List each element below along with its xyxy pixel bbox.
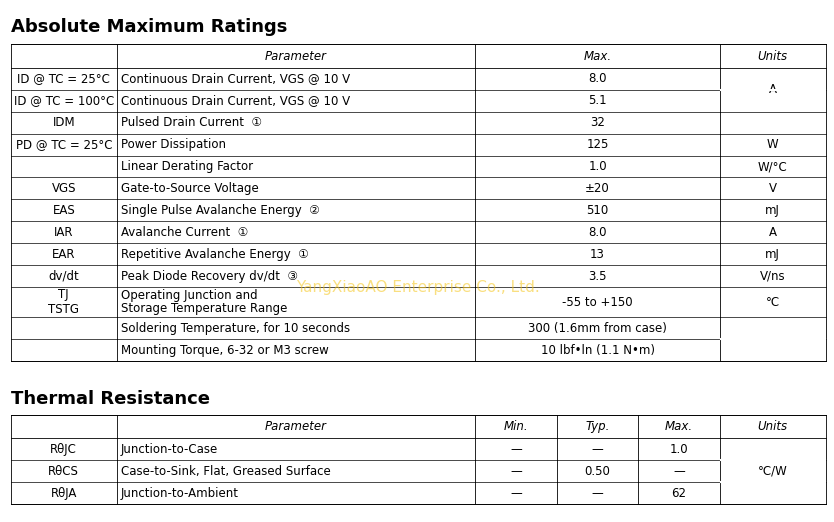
Text: Thermal Resistance: Thermal Resistance xyxy=(11,390,210,408)
Text: TJ
TSTG: TJ TSTG xyxy=(48,288,79,316)
Text: 1.0: 1.0 xyxy=(588,160,607,173)
Text: 300 (1.6mm from case): 300 (1.6mm from case) xyxy=(528,322,667,335)
Text: EAS: EAS xyxy=(53,204,75,217)
Text: —: — xyxy=(510,487,522,500)
Text: Pulsed Drain Current  ①: Pulsed Drain Current ① xyxy=(121,116,262,129)
Text: RθJA: RθJA xyxy=(51,487,77,500)
Text: 62: 62 xyxy=(671,487,686,500)
Text: Mounting Torque, 6-32 or M3 screw: Mounting Torque, 6-32 or M3 screw xyxy=(121,344,329,357)
Text: ID @ TC = 100°C: ID @ TC = 100°C xyxy=(13,94,114,107)
Text: W/°C: W/°C xyxy=(758,160,787,173)
Text: Parameter: Parameter xyxy=(265,420,327,433)
Text: Continuous Drain Current, VGS @ 10 V: Continuous Drain Current, VGS @ 10 V xyxy=(121,73,350,85)
Text: °C: °C xyxy=(766,296,780,309)
Text: —: — xyxy=(591,443,603,456)
Text: °C/W: °C/W xyxy=(758,465,787,478)
Text: Operating Junction and: Operating Junction and xyxy=(121,290,258,302)
Text: Parameter: Parameter xyxy=(265,50,327,63)
Text: IDM: IDM xyxy=(53,116,75,129)
Text: RθJC: RθJC xyxy=(50,443,78,456)
Text: —: — xyxy=(591,487,603,500)
Text: Repetitive Avalanche Energy  ①: Repetitive Avalanche Energy ① xyxy=(121,248,309,260)
Text: ID @ TC = 25°C: ID @ TC = 25°C xyxy=(18,73,110,85)
Text: V/ns: V/ns xyxy=(760,270,786,282)
Text: Junction-to-Ambient: Junction-to-Ambient xyxy=(121,487,239,500)
Text: Power Dissipation: Power Dissipation xyxy=(121,138,226,151)
Text: 32: 32 xyxy=(590,116,605,129)
Text: 10 lbf•ln (1.1 N•m): 10 lbf•ln (1.1 N•m) xyxy=(540,344,655,357)
Text: A: A xyxy=(769,84,776,96)
Text: 8.0: 8.0 xyxy=(588,73,607,85)
Text: Single Pulse Avalanche Energy  ②: Single Pulse Avalanche Energy ② xyxy=(121,204,319,217)
Text: Peak Diode Recovery dv/dt  ③: Peak Diode Recovery dv/dt ③ xyxy=(121,270,298,282)
Text: 5.1: 5.1 xyxy=(588,94,607,107)
Text: —: — xyxy=(510,443,522,456)
Text: Junction-to-Case: Junction-to-Case xyxy=(121,443,219,456)
Text: Units: Units xyxy=(757,50,788,63)
Text: 510: 510 xyxy=(586,204,609,217)
Text: YangXiaoAO Enterprise Co., Ltd.: YangXiaoAO Enterprise Co., Ltd. xyxy=(296,280,540,294)
Text: 13: 13 xyxy=(590,248,605,260)
Text: PD @ TC = 25°C: PD @ TC = 25°C xyxy=(16,138,112,151)
Text: V: V xyxy=(769,182,776,195)
Text: Gate-to-Source Voltage: Gate-to-Source Voltage xyxy=(121,182,259,195)
Text: W: W xyxy=(767,138,778,151)
Text: 8.0: 8.0 xyxy=(588,226,607,239)
Text: Soldering Temperature, for 10 seconds: Soldering Temperature, for 10 seconds xyxy=(121,322,350,335)
Text: Storage Temperature Range: Storage Temperature Range xyxy=(121,302,287,315)
Text: 1.0: 1.0 xyxy=(670,443,688,456)
Text: -55 to +150: -55 to +150 xyxy=(562,296,633,309)
Text: VGS: VGS xyxy=(52,182,76,195)
Text: mJ: mJ xyxy=(766,204,780,217)
Text: 125: 125 xyxy=(586,138,609,151)
Text: 3.5: 3.5 xyxy=(588,270,607,282)
Text: IAR: IAR xyxy=(54,226,73,239)
Text: RθCS: RθCS xyxy=(48,465,79,478)
Text: Max.: Max. xyxy=(584,50,611,63)
Text: Avalanche Current  ①: Avalanche Current ① xyxy=(121,226,249,239)
Text: —: — xyxy=(510,465,522,478)
Text: 0.50: 0.50 xyxy=(585,465,610,478)
Text: Typ.: Typ. xyxy=(585,420,610,433)
Text: Case-to-Sink, Flat, Greased Surface: Case-to-Sink, Flat, Greased Surface xyxy=(121,465,330,478)
Text: —: — xyxy=(673,465,685,478)
Text: Min.: Min. xyxy=(504,420,529,433)
Text: mJ: mJ xyxy=(766,248,780,260)
Text: Max.: Max. xyxy=(665,420,693,433)
Text: Linear Derating Factor: Linear Derating Factor xyxy=(121,160,253,173)
Text: ±20: ±20 xyxy=(585,182,610,195)
Text: A: A xyxy=(769,226,776,239)
Text: dv/dt: dv/dt xyxy=(48,270,79,282)
Text: Units: Units xyxy=(757,420,788,433)
Text: EAR: EAR xyxy=(52,248,76,260)
Text: Continuous Drain Current, VGS @ 10 V: Continuous Drain Current, VGS @ 10 V xyxy=(121,94,350,107)
Text: Absolute Maximum Ratings: Absolute Maximum Ratings xyxy=(11,18,287,36)
